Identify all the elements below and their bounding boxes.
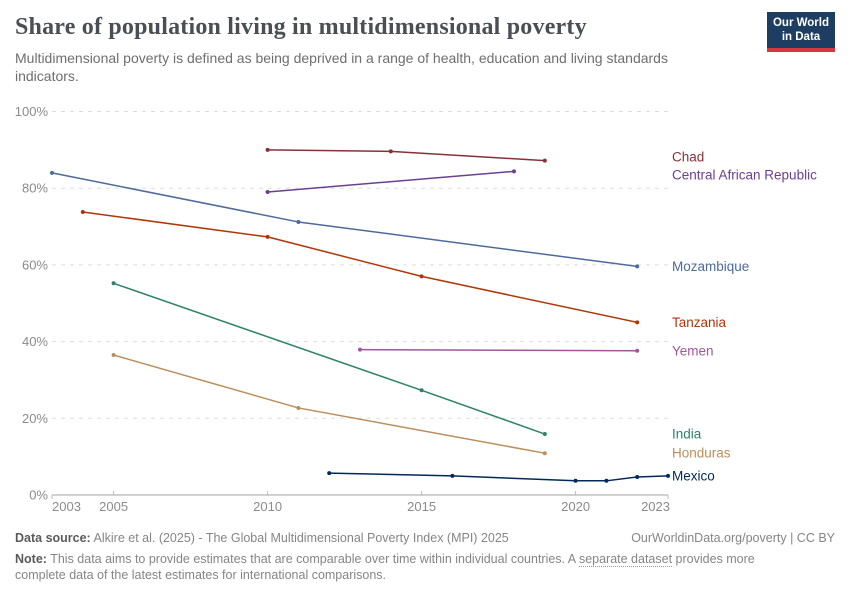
data-point-india-2019[interactable] [542,432,547,437]
series-line-chad[interactable] [266,149,546,162]
entity-label-yemen[interactable]: Yemen [672,343,714,358]
series-line-india[interactable] [112,282,546,435]
chart-header: Share of population living in multidimen… [15,12,835,85]
y-tick-label: 60% [22,257,48,272]
page-title: Share of population living in multidimen… [15,14,587,40]
x-tick-label: 2023 [641,499,670,514]
data-point-india-2005[interactable] [111,281,116,286]
data-point-india-2015[interactable] [419,388,424,393]
series-line-honduras[interactable] [112,354,546,454]
y-tick-label: 80% [22,181,48,196]
x-tick-label: 2015 [407,499,436,514]
data-source-line: Data source: Alkire et al. (2025) - The … [15,530,509,546]
data-point-tanzania-2022[interactable] [635,320,640,325]
y-tick-label: 0% [29,488,48,503]
chart-subtitle: Multidimensional poverty is defined as b… [15,50,668,84]
owid-logo-line1: Our World [772,17,829,29]
owid-logo-line2: in Data [781,30,821,43]
entity-label-central-african-republic[interactable]: Central African Republic [672,167,817,182]
data-point-tanzania-2010[interactable] [265,234,270,239]
series-line-mexico[interactable] [328,472,669,482]
data-point-honduras-2019[interactable] [542,451,547,456]
chart-footer: Data source: Alkire et al. (2025) - The … [15,530,835,583]
data-point-mexico-2022[interactable] [635,474,640,479]
separate-dataset-link[interactable]: separate dataset [578,552,673,567]
entity-label-honduras[interactable]: Honduras [672,446,731,461]
entity-label-tanzania[interactable]: Tanzania [672,315,727,330]
y-tick-label: 100% [15,104,49,119]
x-tick-label: 2020 [561,499,590,514]
data-point-mexico-2020[interactable] [573,478,578,483]
data-point-yemen-2013[interactable] [358,347,362,352]
entity-label-mexico[interactable]: Mexico [672,468,715,483]
data-point-mexico-2012[interactable] [327,471,332,476]
x-tick-label: 2005 [99,499,128,514]
note-label: Note: [15,552,47,566]
data-point-mozambique-2003[interactable] [50,170,54,175]
y-tick-label: 20% [22,411,48,426]
data-source-label: Data source: [15,531,91,545]
x-tick-label: 2010 [253,499,282,514]
entity-label-mozambique[interactable]: Mozambique [672,259,749,274]
entity-label-india[interactable]: India [672,427,702,442]
data-point-tanzania-2015[interactable] [419,274,424,279]
data-point-yemen-2022[interactable] [635,348,640,353]
data-point-mexico-2023[interactable] [666,473,670,478]
data-point-honduras-2011[interactable] [296,405,301,410]
entity-label-chad[interactable]: Chad [672,149,704,164]
data-point-mozambique-2011[interactable] [296,219,301,224]
data-point-mozambique-2022[interactable] [635,264,640,269]
chart-note: Note: This data aims to provide estimate… [15,551,805,583]
series-line-tanzania[interactable] [82,211,638,324]
note-text-before: This data aims to provide estimates that… [46,552,579,566]
data-point-mexico-2021[interactable] [604,478,609,483]
x-tick-label: 2003 [52,499,81,514]
series-line-yemen[interactable] [359,348,638,352]
note-text-after: provides more complete data of the lates… [15,552,755,582]
series-line-central-african-republic[interactable] [266,170,515,193]
data-point-chad-2010[interactable] [265,147,270,152]
data-source-text: Alkire et al. (2025) - The Global Multid… [90,531,509,545]
data-point-chad-2019[interactable] [542,158,547,163]
data-point-honduras-2005[interactable] [111,353,116,358]
owid-logo[interactable]: Our World in Data [767,12,835,52]
owid-rights-link[interactable]: OurWorldinData.org/poverty | CC BY [631,531,835,545]
data-point-chad-2014[interactable] [388,149,393,154]
data-point-tanzania-2004[interactable] [80,209,85,214]
y-tick-label: 40% [22,334,48,349]
data-point-central-african-republic-2010[interactable] [265,190,270,195]
data-point-central-african-republic-2018[interactable] [512,169,516,174]
data-point-mexico-2016[interactable] [450,473,455,478]
